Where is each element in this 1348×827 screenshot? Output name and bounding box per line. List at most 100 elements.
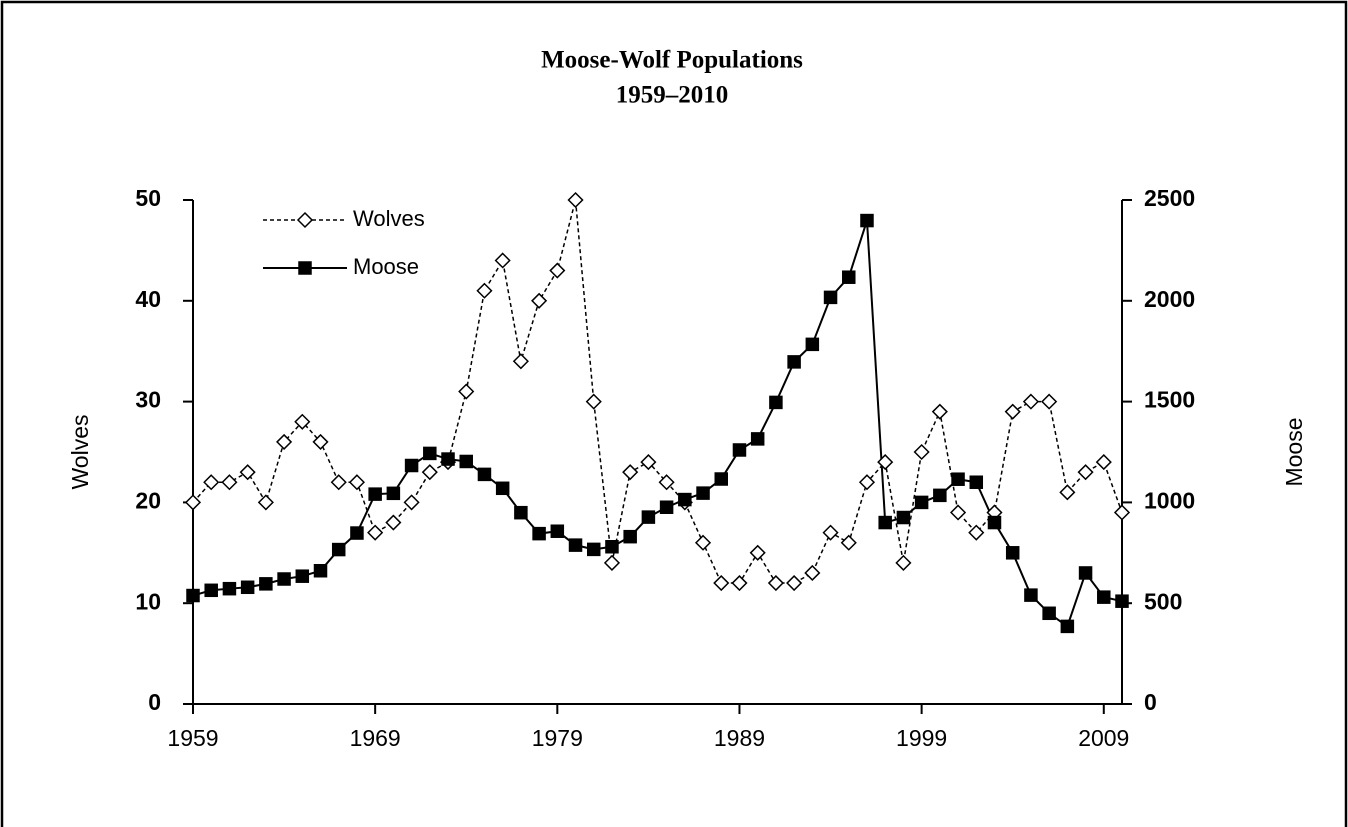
- point: [1097, 590, 1111, 604]
- point: [330, 474, 347, 491]
- legend-label: Moose: [353, 254, 419, 279]
- y-tick-label: 50: [135, 185, 161, 211]
- point: [203, 474, 220, 491]
- point: [787, 355, 801, 369]
- point: [805, 337, 820, 352]
- y2-tick-label: 500: [1144, 588, 1182, 614]
- point: [386, 486, 401, 501]
- y-tick-label: 30: [135, 387, 161, 413]
- point: [822, 524, 839, 541]
- y2-tick-label: 0: [1144, 689, 1157, 715]
- x-tick-label: 1999: [896, 725, 947, 751]
- point: [987, 515, 1002, 530]
- point: [623, 529, 637, 544]
- y-tick-label: 10: [135, 588, 161, 614]
- point: [641, 510, 656, 524]
- point: [184, 494, 202, 511]
- y-tick-label: 20: [135, 487, 161, 513]
- point: [1115, 594, 1129, 608]
- point: [549, 262, 566, 279]
- point: [550, 524, 565, 538]
- point: [931, 403, 948, 420]
- point: [1041, 393, 1058, 410]
- point: [368, 487, 382, 501]
- point: [769, 395, 783, 410]
- point: [858, 474, 876, 491]
- point: [1113, 504, 1131, 521]
- point: [605, 540, 619, 554]
- point: [532, 526, 546, 541]
- y2-tick-label: 1000: [1144, 487, 1195, 513]
- point: [221, 474, 238, 491]
- point: [514, 505, 528, 520]
- point: [659, 500, 674, 514]
- point: [1059, 484, 1076, 501]
- point: [494, 252, 511, 269]
- point: [696, 486, 710, 500]
- point: [350, 526, 364, 540]
- point: [767, 574, 784, 592]
- x-tick-label: 1969: [350, 725, 401, 751]
- y2-tick-label: 1500: [1144, 387, 1195, 413]
- point: [259, 577, 273, 591]
- point: [1005, 546, 1020, 560]
- point: [331, 542, 346, 557]
- legend-label: Wolves: [353, 206, 425, 231]
- point: [348, 474, 366, 491]
- point: [949, 504, 967, 521]
- x-tick-label: 1979: [532, 725, 583, 751]
- point: [495, 481, 510, 496]
- point: [313, 563, 328, 578]
- point: [585, 393, 602, 410]
- series-line: [192, 199, 1123, 584]
- point: [622, 464, 639, 481]
- point: [403, 494, 420, 511]
- point: [1077, 464, 1094, 481]
- point: [713, 574, 730, 592]
- point: [895, 554, 912, 571]
- point: [476, 282, 493, 299]
- point: [477, 467, 492, 482]
- point: [459, 454, 473, 469]
- y2-tick-label: 2500: [1144, 185, 1195, 211]
- point: [804, 564, 821, 582]
- point: [1060, 619, 1075, 634]
- point: [421, 464, 438, 481]
- point: [840, 534, 857, 551]
- point: [567, 191, 584, 209]
- x-tick-label: 1959: [167, 725, 218, 751]
- point: [786, 574, 803, 592]
- point: [731, 574, 748, 592]
- point: [877, 454, 894, 471]
- series-line: [192, 220, 1123, 628]
- point: [423, 446, 437, 461]
- point: [458, 383, 475, 400]
- point: [951, 472, 965, 486]
- point: [823, 290, 838, 305]
- point: [277, 572, 291, 586]
- y2-axis-label: Moose: [1281, 417, 1307, 486]
- point: [694, 534, 712, 551]
- point: [1004, 403, 1021, 420]
- point: [568, 538, 583, 552]
- point: [842, 270, 856, 284]
- legend-marker: [296, 211, 314, 229]
- y2-tick-label: 2000: [1144, 286, 1195, 312]
- point: [749, 544, 766, 561]
- point: [603, 554, 621, 571]
- point: [295, 569, 310, 583]
- point: [860, 213, 874, 228]
- point: [1078, 566, 1093, 580]
- point: [385, 514, 402, 531]
- point: [732, 443, 747, 457]
- point: [204, 583, 218, 598]
- point: [222, 581, 237, 596]
- point: [240, 580, 255, 595]
- point: [294, 413, 311, 430]
- point: [186, 588, 200, 603]
- point: [933, 488, 947, 503]
- point: [640, 454, 657, 471]
- point: [1042, 606, 1056, 621]
